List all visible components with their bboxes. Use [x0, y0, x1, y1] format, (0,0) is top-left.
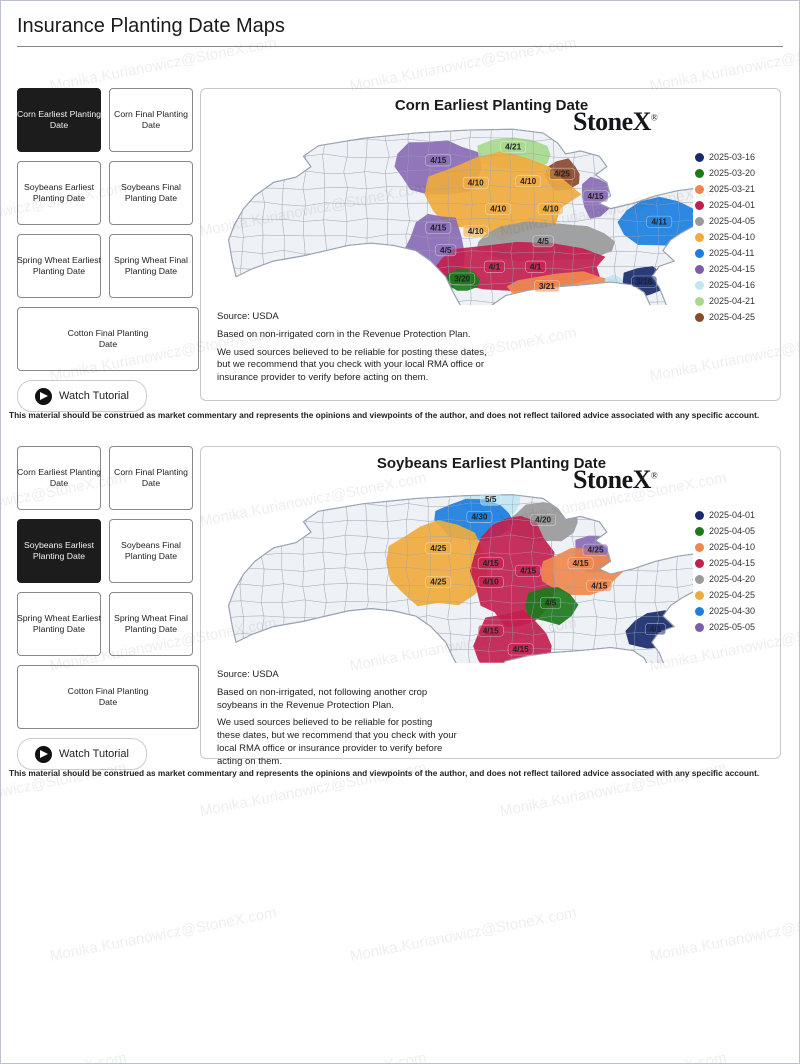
svg-text:4/15: 4/15 — [483, 559, 499, 568]
svg-text:4/15: 4/15 — [483, 626, 499, 635]
svg-text:4/5: 4/5 — [545, 599, 557, 608]
svg-text:4/10: 4/10 — [490, 205, 506, 214]
svg-text:4/1: 4/1 — [489, 262, 501, 271]
svg-text:4/15: 4/15 — [430, 156, 446, 165]
svg-text:3/20: 3/20 — [454, 274, 470, 283]
svg-text:4/5: 4/5 — [440, 246, 452, 255]
svg-text:3/21: 3/21 — [539, 282, 555, 291]
svg-text:4/10: 4/10 — [543, 205, 559, 214]
svg-text:4/15: 4/15 — [513, 645, 529, 654]
svg-text:4/10: 4/10 — [468, 227, 484, 236]
svg-text:Monika.Kurianowicz@StoneX.com: Monika.Kurianowicz@StoneX.com — [1, 1049, 128, 1064]
svg-text:4/15: 4/15 — [430, 223, 446, 232]
svg-text:4/30: 4/30 — [471, 512, 487, 521]
svg-text:4/10: 4/10 — [468, 178, 484, 187]
svg-text:4/25: 4/25 — [430, 578, 446, 587]
svg-text:Monika.Kurianowicz@StoneX.com: Monika.Kurianowicz@StoneX.com — [49, 904, 278, 965]
svg-text:4/5: 4/5 — [537, 237, 549, 246]
svg-text:4/10: 4/10 — [520, 177, 536, 186]
svg-text:4/25: 4/25 — [554, 169, 570, 178]
svg-text:4/1: 4/1 — [650, 625, 662, 634]
svg-text:4/25: 4/25 — [430, 544, 446, 553]
svg-text:4/21: 4/21 — [505, 142, 521, 151]
svg-text:5/5: 5/5 — [485, 495, 497, 504]
svg-text:4/10: 4/10 — [483, 578, 499, 587]
svg-text:4/15: 4/15 — [591, 581, 607, 590]
svg-text:Monika.Kurianowicz@StoneX.com: Monika.Kurianowicz@StoneX.com — [499, 1049, 728, 1064]
svg-text:Monika.Kurianowicz@StoneX.com: Monika.Kurianowicz@StoneX.com — [349, 904, 578, 965]
svg-text:4/15: 4/15 — [573, 559, 589, 568]
svg-text:Monika.Kurianowicz@StoneX.com: Monika.Kurianowicz@StoneX.com — [649, 904, 800, 965]
svg-text:3/16: 3/16 — [636, 277, 652, 286]
svg-text:4/15: 4/15 — [520, 566, 536, 575]
svg-text:Monika.Kurianowicz@StoneX.com: Monika.Kurianowicz@StoneX.com — [199, 1049, 428, 1064]
svg-text:4/11: 4/11 — [651, 217, 667, 226]
svg-text:4/20: 4/20 — [535, 515, 551, 524]
svg-text:4/15: 4/15 — [588, 192, 604, 201]
svg-text:4/1: 4/1 — [530, 262, 542, 271]
svg-text:4/25: 4/25 — [588, 545, 604, 554]
